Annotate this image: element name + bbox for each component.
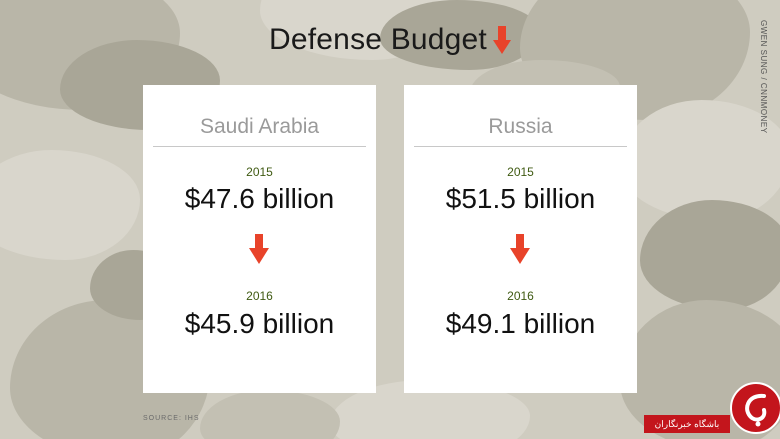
budget-amount: $45.9 billion xyxy=(184,308,335,339)
budget-amount: $49.1 billion xyxy=(445,308,596,339)
country-name: Russia xyxy=(488,115,553,138)
year-label: 2015 xyxy=(246,165,273,179)
logo-text: باشگاه خبرنگاران xyxy=(644,415,730,433)
divider xyxy=(414,146,627,147)
watermark-logo: باشگاه خبرنگاران xyxy=(640,370,780,439)
down-arrow-icon xyxy=(510,234,530,264)
logo-mark-icon xyxy=(730,382,780,434)
year-label: 2015 xyxy=(507,165,534,179)
year-label: 2016 xyxy=(507,289,534,303)
page-title: Defense Budget xyxy=(0,22,780,57)
photo-credit: GWEN SUNG / CNNMONEY xyxy=(759,20,768,134)
budget-amount: $51.5 billion xyxy=(445,183,596,214)
down-arrow-icon xyxy=(492,26,511,55)
divider xyxy=(153,146,366,147)
source-note: SOURCE: IHS xyxy=(143,415,200,422)
title-text: Defense Budget xyxy=(269,23,487,57)
year-label: 2016 xyxy=(246,289,273,303)
budget-amount: $47.6 billion xyxy=(184,183,335,214)
country-name: Saudi Arabia xyxy=(199,115,320,138)
card-saudi-arabia: Saudi Arabia 2015 $47.6 billion 2016 $45… xyxy=(143,85,376,393)
card-russia: Russia 2015 $51.5 billion 2016 $49.1 bil… xyxy=(404,85,637,393)
down-arrow-icon xyxy=(249,234,269,264)
